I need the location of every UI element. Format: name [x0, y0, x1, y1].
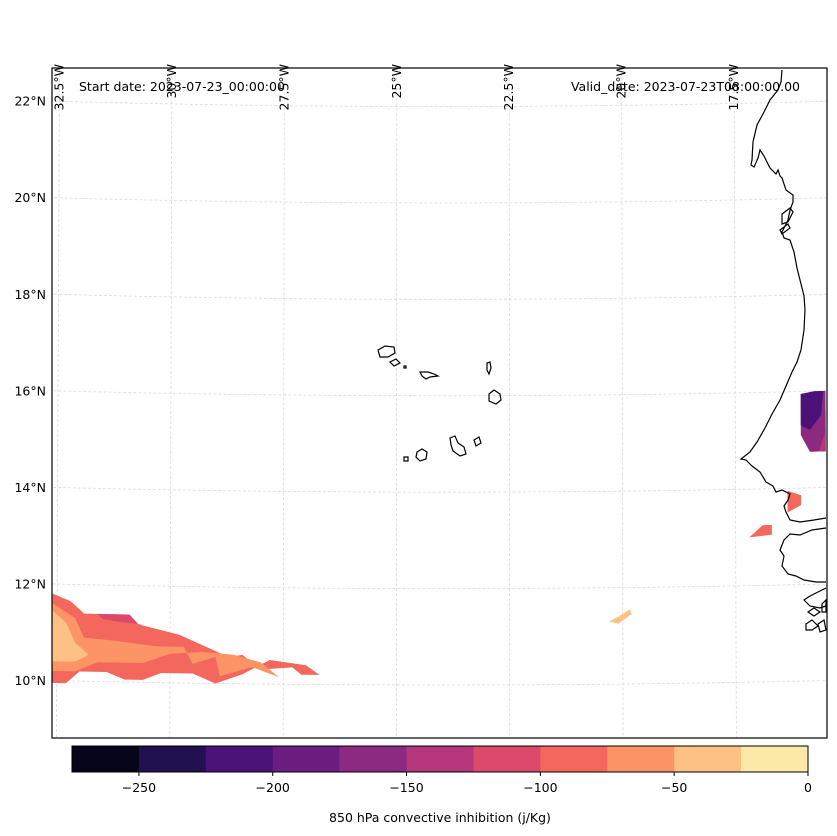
graticule	[52, 68, 827, 738]
longitude-tick-label: 30°W	[164, 64, 179, 99]
field-region-detail	[819, 429, 826, 452]
colorbar-segment	[72, 746, 140, 772]
longitude-tick-label: 22.5°W	[501, 64, 516, 110]
longitude-tick-label: 25°W	[389, 64, 404, 99]
coastline-guinea	[803, 587, 827, 609]
longitude-tick-labels: 32.5°W 30°W 27.5°W 25°W 22.5°W 20°W 17.5°W	[52, 64, 742, 110]
colorbar-tick-label: −150	[389, 780, 423, 795]
start-date-annotation: Start date: 2023-07-23_00:00:00	[79, 79, 285, 94]
field-region-offshore-patch	[749, 524, 772, 538]
colorbar-segment	[339, 746, 407, 772]
colorbar-outline	[71, 745, 809, 773]
meridian-line	[621, 68, 624, 738]
latitude-tick-label: 12°N	[14, 576, 46, 591]
latitude-tick-label: 20°N	[14, 190, 46, 205]
island-bissagos-3	[817, 619, 827, 633]
field-region-west-band-light	[52, 610, 89, 662]
longitude-tick-label: 17.5°W	[726, 64, 741, 110]
field-region-detail	[800, 391, 824, 430]
island-sal	[486, 361, 492, 376]
longitude-tick-label: 20°W	[614, 64, 629, 99]
colorbar-segment	[205, 746, 273, 772]
map-plot-area	[52, 68, 827, 738]
coastlines	[377, 69, 827, 633]
meridian-line	[282, 68, 285, 738]
parallel-line	[52, 680, 827, 686]
field-region-west-band-core-red	[97, 613, 143, 625]
colorbar-tick-label: −250	[122, 780, 156, 795]
field-region-west-band-inner	[52, 603, 279, 677]
colorbar-segment	[272, 746, 340, 772]
coastline-west-africa	[739, 69, 827, 523]
latitude-tick-label: 16°N	[14, 383, 46, 398]
parallel-line	[52, 293, 827, 300]
field-region-detail	[809, 410, 826, 452]
island-arguin-2	[779, 223, 791, 235]
longitude-tick-label: 32.5°W	[52, 64, 67, 110]
parallel-line	[52, 390, 827, 397]
island-bissagos-1	[806, 607, 822, 617]
colorbar-segment	[540, 746, 608, 772]
colorbar-tick-label: 0	[804, 780, 812, 795]
island-sao-vicente	[388, 358, 402, 367]
island-maio	[473, 436, 482, 447]
coastline-guinea-bissau	[779, 527, 827, 583]
field-region-isolated-speck	[609, 609, 632, 624]
latitude-tick-labels: 22°N 20°N 18°N 16°N 14°N 12°N 10°N	[14, 94, 46, 688]
island-santo-antao	[377, 345, 396, 358]
field-region-gambia-patch	[787, 490, 802, 513]
map-border	[51, 67, 828, 739]
colorbar-tick-label: −50	[661, 780, 687, 795]
island-fogo	[415, 448, 428, 462]
parallel-line	[52, 197, 827, 204]
cin-field	[52, 390, 826, 684]
longitude-tick-label: 27.5°W	[276, 64, 291, 110]
colorbar-segment	[406, 746, 474, 772]
island-bissagos-2	[805, 619, 819, 631]
colorbar-segment	[741, 746, 809, 772]
colorbar-tick-label: −100	[523, 780, 557, 795]
island-arguin-1	[781, 207, 794, 225]
colorbar-segment	[674, 746, 742, 772]
colorbar-segment	[138, 746, 207, 772]
island-bissagos-4	[821, 598, 827, 613]
latitude-tick-label: 10°N	[14, 673, 46, 688]
parallel-line	[52, 100, 827, 108]
colorbar-tick-label: −200	[256, 780, 290, 795]
island-santiago	[449, 435, 467, 457]
colorbar-label: 850 hPa convective inhibition (j/Kg)	[329, 810, 551, 825]
valid-date-annotation: Valid_date: 2023-07-23T08:00:00.00	[571, 79, 800, 94]
parallel-line	[52, 486, 827, 493]
island-sao-nicolau	[419, 371, 441, 380]
latitude-tick-label: 22°N	[14, 94, 46, 109]
island-santa-luzia	[403, 365, 407, 369]
parallel-line	[52, 583, 827, 589]
island-boa-vista	[488, 389, 502, 405]
colorbar-segment	[473, 746, 541, 772]
meridian-line	[508, 68, 511, 738]
colorbar-segment	[607, 746, 675, 772]
island-brava	[403, 456, 409, 462]
latitude-tick-label: 14°N	[14, 480, 46, 495]
latitude-tick-label: 18°N	[14, 287, 46, 302]
colorbar: −250 −200 −150 −100 −50 0	[71, 745, 812, 795]
